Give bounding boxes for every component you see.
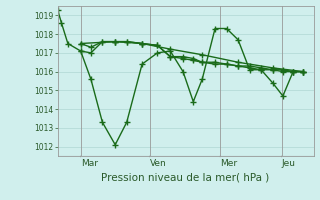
Text: Mer: Mer (220, 159, 237, 168)
Text: Mar: Mar (81, 159, 98, 168)
X-axis label: Pression niveau de la mer( hPa ): Pression niveau de la mer( hPa ) (101, 173, 270, 183)
Text: Jeu: Jeu (282, 159, 296, 168)
Text: Ven: Ven (150, 159, 166, 168)
